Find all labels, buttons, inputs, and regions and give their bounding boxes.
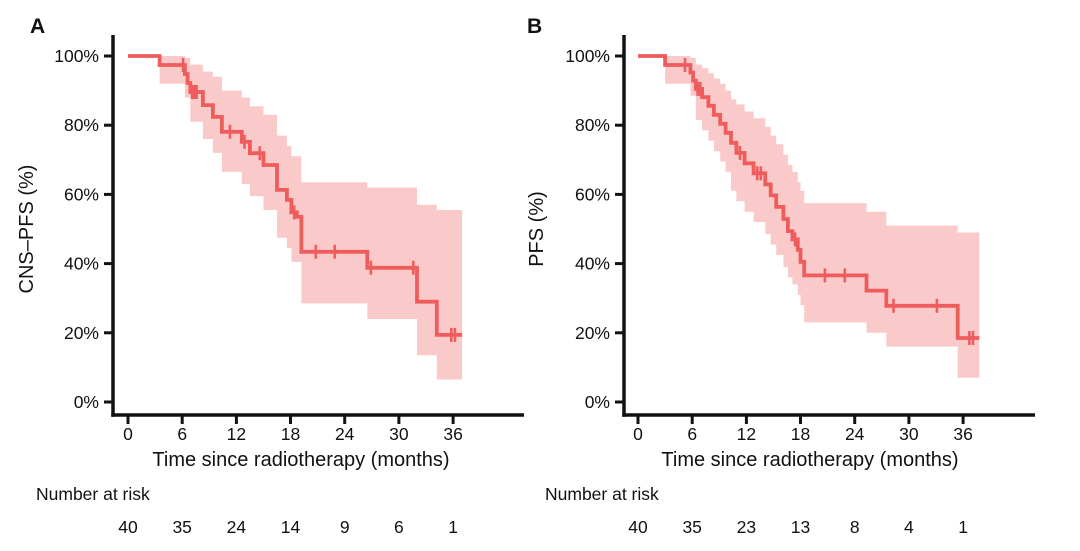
- number-at-risk-value: 4: [904, 517, 914, 537]
- survival-curve: [128, 54, 463, 337]
- x-tick-label: 6: [687, 424, 697, 444]
- km-panel-B: 0% 20% 40% 60% 80% 100% 0 40 6 35 12 23 18 13 24 8 30 4 36…: [565, 35, 1035, 537]
- y-tick-label: 80%: [64, 115, 99, 135]
- y-tick-label: 60%: [64, 184, 99, 204]
- x-tick-label: 0: [633, 424, 643, 444]
- x-tick-label: 18: [791, 424, 810, 444]
- y-tick-label: 40%: [64, 254, 99, 274]
- confidence-band: [159, 56, 463, 380]
- panel-b-y-axis-title: PFS (%): [526, 191, 548, 267]
- number-at-risk-value: 23: [737, 517, 756, 537]
- number-at-risk-value: 9: [340, 517, 350, 537]
- x-tick-label: 30: [899, 424, 919, 444]
- x-tick-label: 18: [281, 424, 300, 444]
- y-tick-label: 0%: [74, 392, 99, 412]
- number-at-risk-value: 6: [394, 517, 404, 537]
- confidence-band: [665, 56, 980, 378]
- number-at-risk-value: 35: [172, 517, 191, 537]
- y-tick-label: 20%: [575, 323, 610, 343]
- y-tick-label: 100%: [54, 46, 99, 66]
- number-at-risk-value: 35: [682, 517, 701, 537]
- x-tick-label: 6: [177, 424, 187, 444]
- x-tick-label: 36: [443, 424, 462, 444]
- y-tick-label: 100%: [565, 46, 610, 66]
- number-at-risk-value: 13: [791, 517, 810, 537]
- x-tick-label: 0: [123, 424, 133, 444]
- panel-a-number-at-risk-title: Number at risk: [36, 484, 150, 504]
- x-tick-label: 36: [953, 424, 972, 444]
- number-at-risk-value: 8: [850, 517, 860, 537]
- panel-a-letter: A: [30, 15, 46, 38]
- survival-curve: [638, 54, 980, 340]
- panel-b-letter: B: [527, 15, 543, 38]
- number-at-risk-value: 14: [281, 517, 301, 537]
- x-tick-label: 12: [737, 424, 756, 444]
- y-tick-label: 60%: [575, 184, 610, 204]
- panel-a-x-axis-title: Time since radiotherapy (months): [152, 449, 450, 471]
- number-at-risk-value: 40: [118, 517, 138, 537]
- x-tick-label: 24: [335, 424, 355, 444]
- x-tick-label: 24: [845, 424, 865, 444]
- number-at-risk-value: 40: [628, 517, 648, 537]
- panel-b-x-axis-title: Time since radiotherapy (months): [661, 449, 959, 471]
- number-at-risk-value: 24: [227, 517, 247, 537]
- y-tick-label: 0%: [585, 392, 610, 412]
- km-panel-A: 0% 20% 40% 60% 80% 100% 0 40 6 35 12 24 18 14 24 9 30 6 36…: [54, 35, 524, 537]
- y-tick-label: 80%: [575, 115, 610, 135]
- number-at-risk-value: 1: [958, 517, 968, 537]
- y-tick-label: 20%: [64, 323, 99, 343]
- y-tick-label: 40%: [575, 254, 610, 274]
- x-tick-label: 12: [227, 424, 246, 444]
- number-at-risk-value: 1: [448, 517, 458, 537]
- panel-b-number-at-risk-title: Number at risk: [545, 484, 659, 504]
- panel-a-y-axis-title: CNS–PFS (%): [16, 164, 38, 294]
- x-tick-label: 30: [389, 424, 409, 444]
